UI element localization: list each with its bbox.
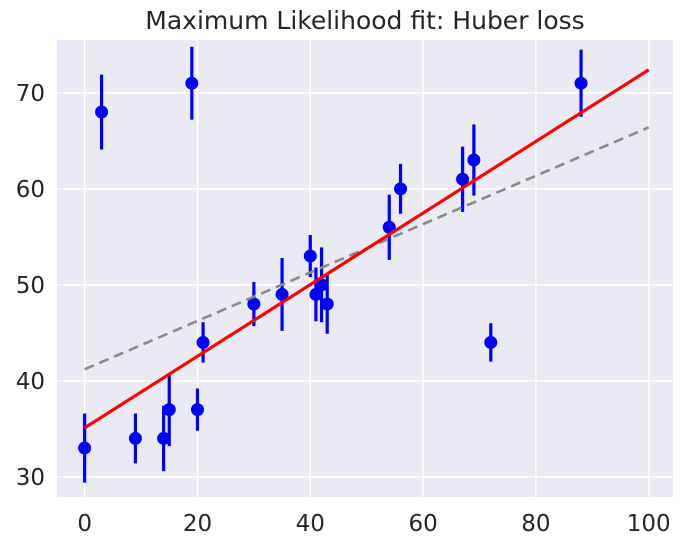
x-tick-label: 80	[521, 511, 550, 537]
data-point	[303, 249, 317, 263]
y-tick-label: 30	[16, 465, 45, 491]
data-point	[320, 297, 334, 311]
data-point	[190, 403, 204, 417]
data-point	[95, 105, 109, 119]
data-point	[157, 431, 171, 445]
data-point	[315, 278, 329, 292]
data-point	[162, 403, 176, 417]
x-tick-label: 60	[408, 511, 437, 537]
x-tick-label: 40	[296, 511, 325, 537]
data-point	[467, 153, 481, 167]
x-tick-label: 100	[627, 511, 671, 537]
data-point	[484, 335, 498, 349]
y-tick-label: 70	[16, 81, 45, 107]
x-tick-label: 20	[183, 511, 212, 537]
huber-loss-fit-line	[83, 68, 650, 430]
data-point	[309, 287, 323, 301]
y-tick-label: 60	[16, 177, 45, 203]
chart-title: Maximum Likelihood fit: Huber loss	[145, 6, 585, 35]
data-point	[382, 220, 396, 234]
plot-area	[57, 40, 673, 497]
y-tick-label: 50	[16, 273, 45, 299]
data-point	[196, 335, 210, 349]
data-point	[394, 182, 408, 196]
data-point	[185, 76, 199, 90]
data-point	[128, 431, 142, 445]
data-point	[456, 172, 470, 186]
x-tick-label: 0	[77, 511, 92, 537]
data-point	[247, 297, 261, 311]
data-point	[78, 441, 92, 455]
data-point	[574, 76, 588, 90]
y-tick-label: 40	[16, 369, 45, 395]
data-point	[275, 287, 289, 301]
